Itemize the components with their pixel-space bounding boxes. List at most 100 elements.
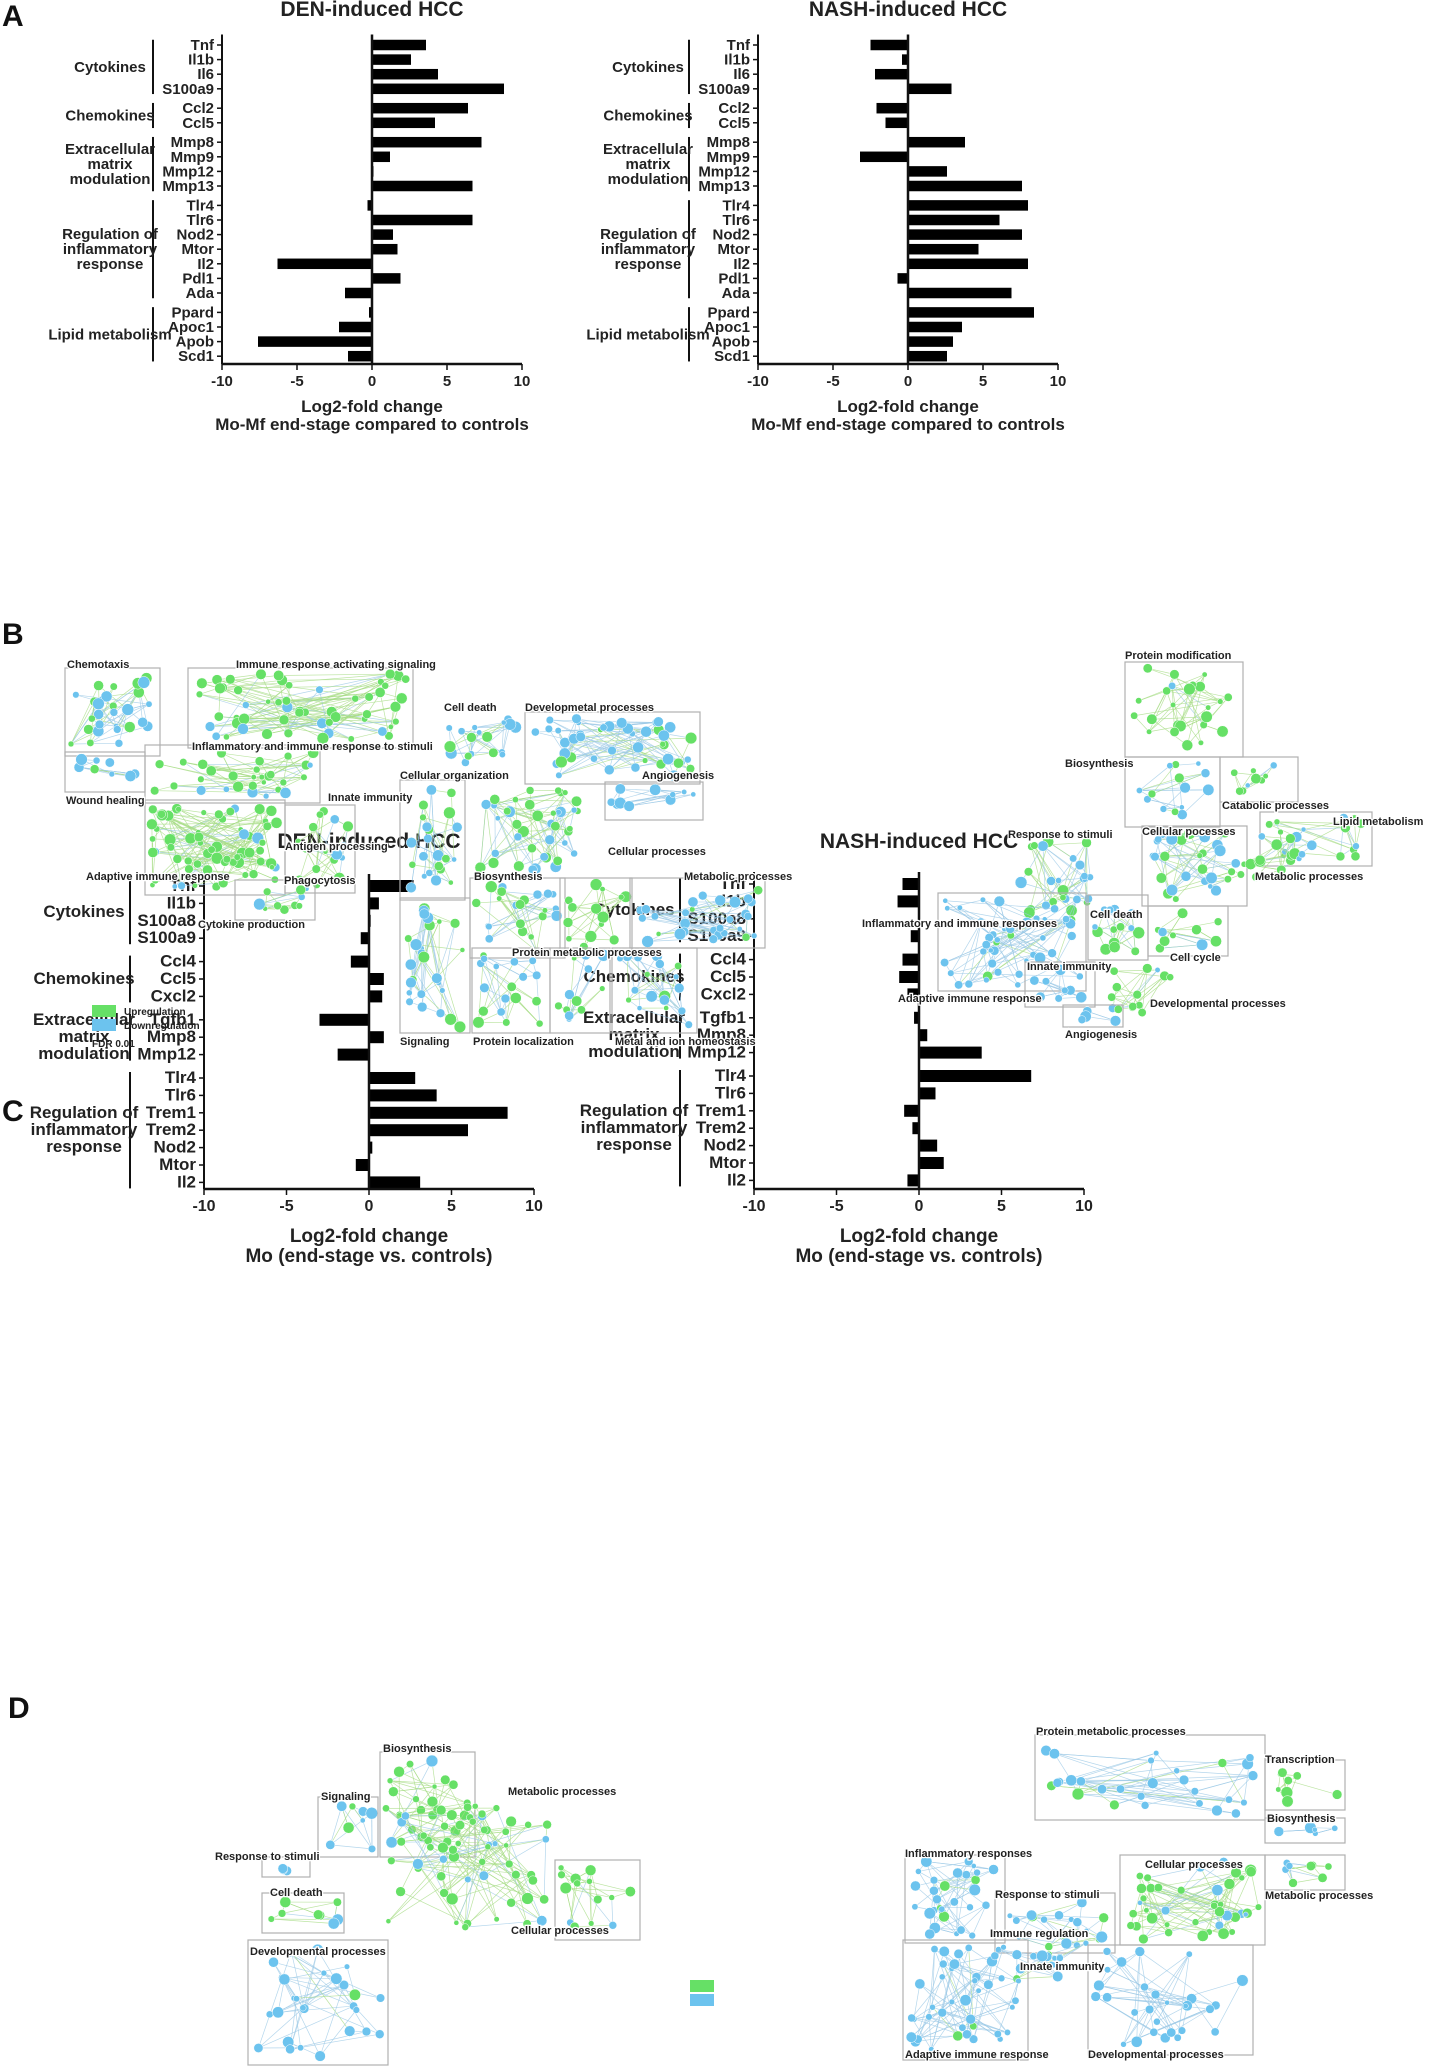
upregulated-node xyxy=(1135,698,1141,704)
downregulated-node xyxy=(1096,1931,1108,1943)
upregulated-node xyxy=(148,805,157,814)
downregulated-node xyxy=(604,765,614,775)
upregulated-node xyxy=(1229,1929,1236,1936)
downregulated-node xyxy=(293,1996,299,2002)
bar-il6 xyxy=(372,69,438,80)
downregulated-node xyxy=(237,723,248,734)
bar-apob xyxy=(908,336,953,347)
x-axis-sublabel: Mo (end-stage vs. controls) xyxy=(795,1246,1042,1267)
upregulated-node xyxy=(406,1760,413,1767)
downregulated-node xyxy=(421,873,427,879)
bar-tlr4 xyxy=(369,1072,415,1084)
downregulated-node xyxy=(1131,2036,1142,2047)
downregulated-node xyxy=(1076,992,1087,1003)
downregulated-node xyxy=(493,963,499,969)
x-tick-label: 0 xyxy=(368,373,376,390)
upregulated-node xyxy=(1205,705,1210,710)
group-label-cytokines: Cytokines xyxy=(612,59,684,76)
upregulated-node xyxy=(525,800,535,810)
downregulated-node xyxy=(1214,845,1226,857)
upregulated-node xyxy=(68,741,74,747)
downregulated-node xyxy=(1001,1944,1007,1950)
upregulated-node xyxy=(585,1865,596,1876)
upregulated-node xyxy=(1182,740,1193,751)
cluster-label-chemotaxis: Chemotaxis xyxy=(67,659,129,671)
bar-ccl2 xyxy=(372,103,468,114)
downregulated-node xyxy=(674,983,684,993)
upregulated-node xyxy=(685,732,697,744)
bar-ccl5 xyxy=(369,973,384,985)
upregulated-node xyxy=(1099,1913,1109,1923)
upregulated-node xyxy=(450,918,460,928)
downregulated-node xyxy=(501,720,506,725)
upregulated-node xyxy=(1173,896,1180,903)
upregulated-node xyxy=(463,1803,471,1811)
upregulated-node xyxy=(1284,1776,1292,1784)
upregulated-node xyxy=(1211,1902,1218,1909)
upregulated-node xyxy=(261,780,266,785)
upregulated-node xyxy=(1274,819,1280,825)
x-tick-label: 10 xyxy=(1050,373,1067,390)
upregulated-node xyxy=(284,729,293,738)
gene-label-ccl5: Ccl5 xyxy=(160,969,196,988)
downregulated-node xyxy=(641,905,650,914)
upregulated-node xyxy=(1146,1913,1157,1924)
cluster-label-protein-metabolic-processes: Protein metabolic processes xyxy=(512,947,662,959)
downregulated-node xyxy=(328,1918,339,1929)
upregulated-node xyxy=(278,1909,286,1917)
upregulated-node xyxy=(1170,670,1180,680)
downregulated-node xyxy=(1196,939,1208,951)
downregulated-node xyxy=(1174,1768,1180,1774)
downregulated-node xyxy=(406,990,412,996)
downregulated-node xyxy=(205,722,215,732)
upregulated-node xyxy=(248,781,257,790)
downregulated-node xyxy=(1307,840,1317,850)
upregulated-node xyxy=(1114,1005,1122,1013)
bar-il2 xyxy=(908,259,1028,270)
downregulated-node xyxy=(1047,876,1056,885)
upregulated-node xyxy=(427,1844,434,1851)
downregulated-node xyxy=(1161,1906,1170,1915)
x-axis-label: Log2-fold change xyxy=(837,397,979,416)
downregulated-node xyxy=(1180,782,1191,793)
downregulated-node xyxy=(939,1946,950,1957)
bar-ada xyxy=(908,288,1012,299)
upregulated-node xyxy=(754,886,763,895)
upregulated-node xyxy=(201,810,207,816)
downregulated-node xyxy=(1145,2005,1154,2014)
upregulated-node xyxy=(555,1002,563,1010)
bar-il6 xyxy=(875,69,908,80)
upregulated-node xyxy=(418,951,430,963)
chart-title: NASH-induced HCC xyxy=(820,830,1018,853)
group-label-regulation-of-inflammatory-response: response xyxy=(596,1135,672,1154)
network-edge xyxy=(217,674,261,679)
downregulated-node xyxy=(954,981,962,989)
bar-tlr6 xyxy=(372,215,473,226)
network-edge xyxy=(71,743,119,744)
x-axis-label: Log2-fold change xyxy=(301,397,443,416)
cluster-label-biosynthesis: Biosynthesis xyxy=(1065,758,1133,770)
upregulated-node xyxy=(674,962,681,969)
upregulated-node xyxy=(173,854,182,863)
upregulated-node xyxy=(363,710,372,719)
downregulated-node xyxy=(481,800,491,810)
upregulated-node xyxy=(482,732,493,743)
downregulated-node xyxy=(1104,1967,1110,1973)
x-tick-label: 0 xyxy=(915,1198,924,1215)
bar-apoc1 xyxy=(908,322,962,333)
group-label-regulation-of-inflammatory-response: response xyxy=(46,1137,122,1156)
downregulated-node xyxy=(465,1876,472,1883)
downregulated-node xyxy=(1016,1978,1022,1984)
upregulated-node xyxy=(226,675,236,685)
downregulated-node xyxy=(300,2005,306,2011)
upregulated-node xyxy=(528,934,534,940)
upregulated-node xyxy=(1351,852,1360,861)
upregulated-node xyxy=(478,1006,488,1016)
upregulated-node xyxy=(525,1821,532,1828)
upregulated-node xyxy=(440,1889,449,1898)
upregulated-node xyxy=(269,865,274,870)
upregulated-node xyxy=(555,756,567,768)
downregulated-node xyxy=(481,955,488,962)
upregulated-node xyxy=(244,847,255,858)
upregulated-node xyxy=(1110,1800,1120,1810)
